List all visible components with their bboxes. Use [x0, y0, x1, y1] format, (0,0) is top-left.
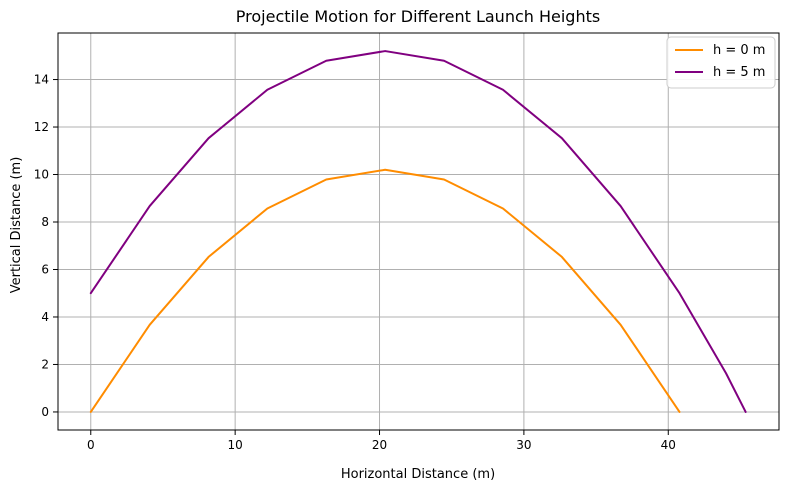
y-tick-label-0: 0 — [41, 405, 49, 419]
y-tick-label-1: 2 — [41, 357, 49, 371]
chart-title: Projectile Motion for Different Launch H… — [236, 7, 600, 26]
y-tick-label-4: 8 — [41, 215, 49, 229]
x-tick-label-4: 40 — [661, 438, 676, 452]
x-tick-label-1: 10 — [228, 438, 243, 452]
series-line-1 — [89, 50, 747, 413]
series-layer — [89, 50, 747, 413]
y-tick-label-2: 4 — [41, 310, 49, 324]
y-tick-label-6: 12 — [34, 120, 49, 134]
y-tick-label-3: 6 — [41, 262, 49, 276]
plot-frame — [57, 32, 780, 431]
legend: h = 0 m h = 5 m — [666, 36, 776, 89]
y-tick-label-5: 10 — [34, 168, 49, 182]
x-tick-label-3: 30 — [516, 438, 531, 452]
x-tick-label-0: 0 — [87, 438, 95, 452]
x-tick-label-2: 20 — [372, 438, 387, 452]
ticks-layer: 0 10 20 30 40 0 2 4 6 8 10 12 14 — [34, 73, 676, 452]
legend-label-h-0: h = 0 m — [713, 43, 765, 58]
axes-layer — [57, 32, 780, 431]
series-line-0 — [89, 168, 681, 413]
y-tick-label-7: 14 — [34, 73, 49, 87]
y-axis-label: Vertical Distance (m) — [9, 157, 24, 294]
legend-label-h-5: h = 5 m — [713, 65, 765, 80]
x-axis-label: Horizontal Distance (m) — [341, 467, 495, 482]
